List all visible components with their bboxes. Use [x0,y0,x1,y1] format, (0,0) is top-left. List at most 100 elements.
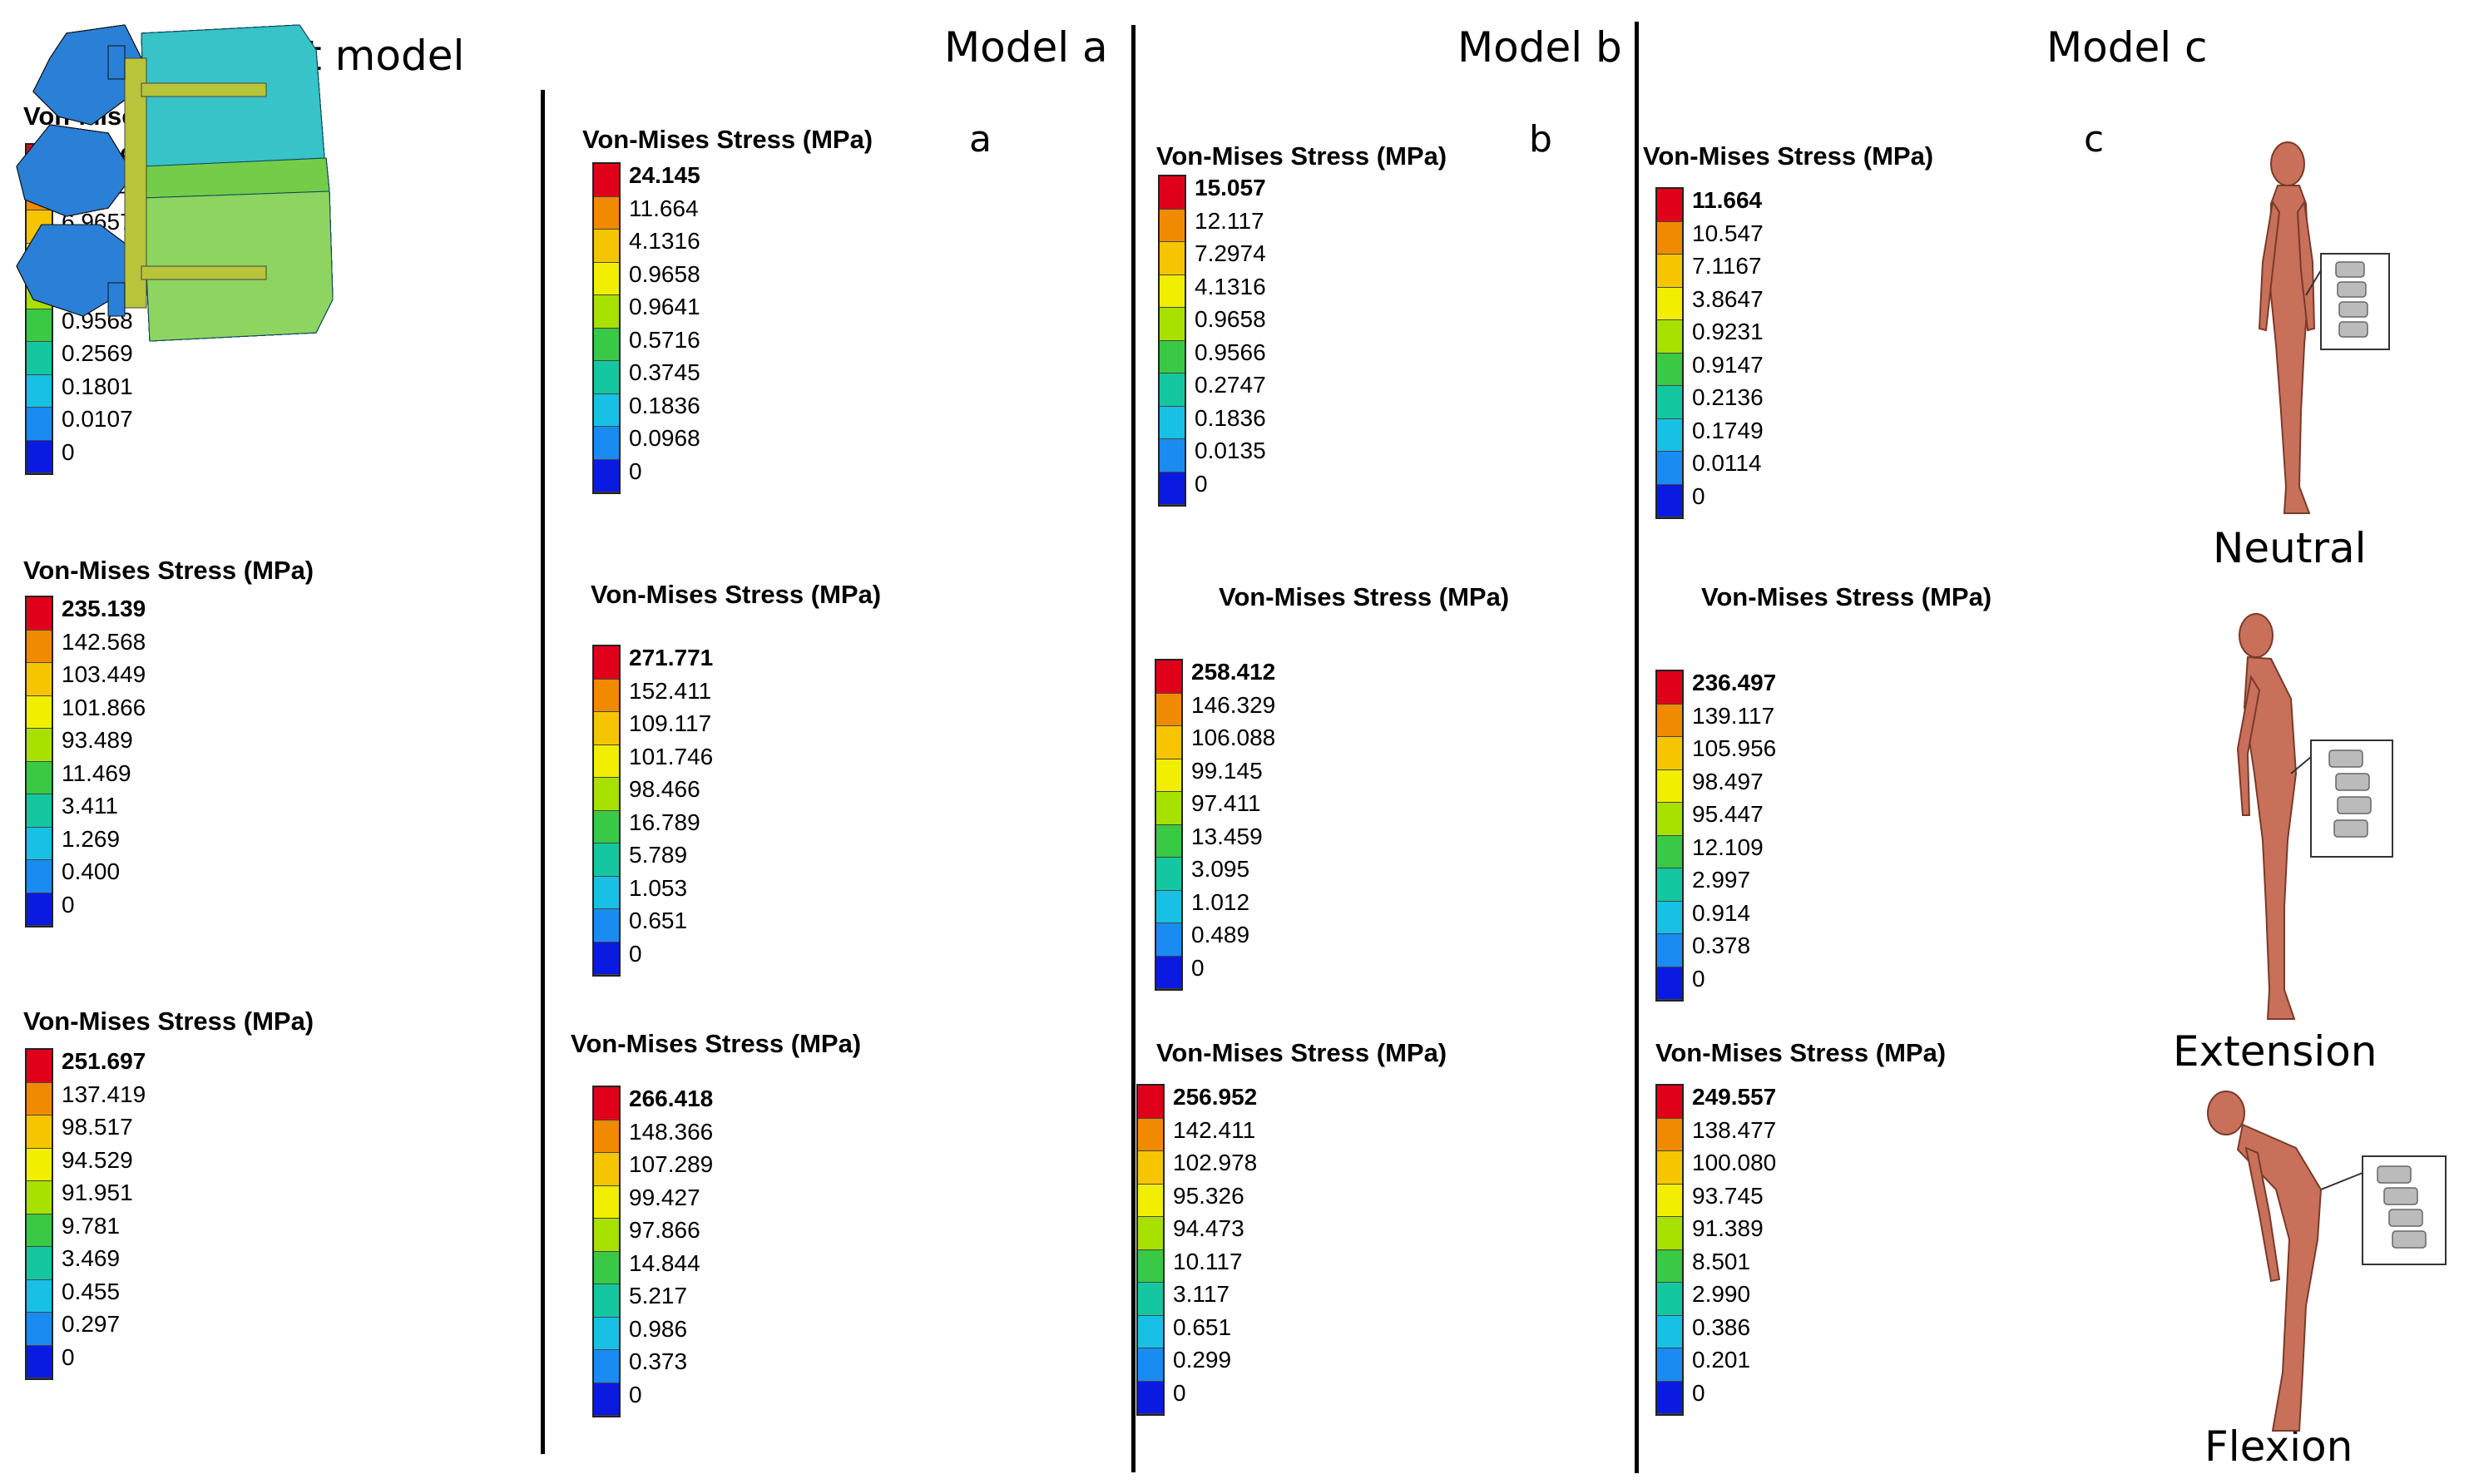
legend-value: 3.8647 [1692,285,1764,312]
legend-title: Von-Mises Stress (MPa) [23,556,314,585]
legend-value: 0 [62,891,75,918]
legend-value: 91.951 [62,1180,133,1205]
legend-swatch [27,1345,52,1378]
legend-max-value: 271.771 [629,645,714,670]
legend-title: Von-Mises Stress (MPa) [1156,141,1447,171]
legend-colorbar [592,1086,621,1417]
legend-colorbar [592,645,621,977]
legend-value: 0 [629,1381,642,1407]
legend-swatch [594,1185,619,1219]
legend-swatch [594,196,619,230]
legend-value: 99.427 [629,1184,700,1210]
separator-intact-a [541,90,545,1454]
legend-value: 98.517 [62,1114,133,1140]
panel-letter: c [2084,118,2105,161]
legend-swatch [27,761,52,794]
legend-swatch [1156,956,1181,989]
legend-swatch [1160,209,1185,242]
legend-swatch [1657,1151,1682,1185]
legend-title: Von-Mises Stress (MPa) [571,1029,862,1058]
legend-value: 0.9147 [1692,351,1764,378]
legend-swatch [27,794,52,828]
legend-swatch [1160,373,1185,407]
legend-swatch [594,1087,619,1120]
legend-swatch [1657,1086,1682,1119]
legend-swatch [1138,1348,1163,1382]
legend-max-value: 266.418 [629,1086,714,1111]
panel-c-flexion: Von-Mises Stress (MPa) 249.557 138.477 100.… [0,0,1946,1416]
legend-value: 142.568 [62,628,146,655]
legend-swatch [594,361,619,394]
legend-value: 5.789 [629,842,688,868]
legend-value: 152.411 [629,677,712,704]
legend-swatch [27,1313,52,1346]
legend-swatch [1657,1184,1682,1217]
legend-swatch [594,876,619,909]
legend-value: 11.664 [629,195,699,221]
legend-value: 0 [1191,954,1205,981]
legend-value: 4.1316 [629,228,700,254]
legend-swatch [1138,1381,1163,1414]
legend-swatch [1657,221,1682,255]
legend-max-value: 24.145 [629,162,700,188]
legend-value: 0.1836 [1195,404,1266,431]
legend-swatch [27,1115,52,1149]
legend-value: 0.0968 [629,425,700,451]
legend-swatch [1156,890,1181,923]
legend-value: 107.289 [629,1151,714,1177]
legend-swatch [1138,1315,1163,1348]
legend-value: 105.956 [1692,735,1777,761]
legend-value: 0.299 [1173,1347,1232,1373]
legend-swatch [1657,189,1682,222]
legend-value: 139.117 [1692,702,1775,729]
legend-value: 98.466 [629,776,700,802]
legend-value: 138.477 [1692,1116,1777,1143]
legend-swatch [1657,901,1682,934]
legend-colorbar [1158,175,1186,507]
legend-colorbar [25,596,53,928]
legend-swatch [594,1383,619,1416]
legend-value: 102.978 [1173,1150,1258,1175]
legend-swatch [1138,1283,1163,1316]
legend-colorbar [1655,1084,1684,1416]
legend-swatch [1138,1118,1163,1151]
legend-value: 0.400 [62,858,121,884]
legend-value: 0.9566 [1195,339,1266,365]
legend-max-value: 15.057 [1195,175,1266,200]
legend-max-value: 251.697 [62,1048,146,1074]
legend-value: 0.489 [1191,922,1250,947]
legend-value: 0.3745 [629,359,700,385]
legend-swatch [594,427,619,460]
legend-swatch [1160,406,1185,439]
legend-swatch [27,729,52,762]
legend-swatch [594,942,619,975]
spine-model [16,24,334,342]
legend-value: 93.489 [62,727,133,753]
legend-swatch [1657,1283,1682,1316]
legend-value: 0.378 [1692,932,1751,958]
legend-value: 98.497 [1692,768,1764,794]
legend-value: 101.746 [629,743,714,769]
legend-value: 0 [1692,965,1705,992]
legend-swatch [1160,242,1185,275]
legend-value: 0 [62,438,75,465]
legend-swatch [1160,472,1185,505]
legend-swatch [1657,1348,1682,1382]
legend-value: 0.9658 [1195,306,1266,332]
legend-value: 14.844 [629,1249,700,1276]
legend-value: 97.411 [1191,790,1261,816]
legend-max-value: 249.557 [1692,1084,1777,1110]
legend-value: 0.297 [62,1311,121,1337]
legend-swatch [1657,255,1682,288]
legend-swatch [594,1317,619,1350]
upper-screw [141,82,267,97]
panel-letter: a [969,118,992,161]
legend-value: 0.651 [1173,1313,1232,1340]
legend-value: 142.411 [1173,1116,1256,1143]
legend-swatch [1657,835,1682,868]
legend-value: 3.117 [1173,1281,1230,1307]
legend-swatch [27,1247,52,1280]
legend-value: 16.789 [629,809,700,835]
legend-swatch [1156,726,1181,759]
legend-swatch [1657,353,1682,386]
